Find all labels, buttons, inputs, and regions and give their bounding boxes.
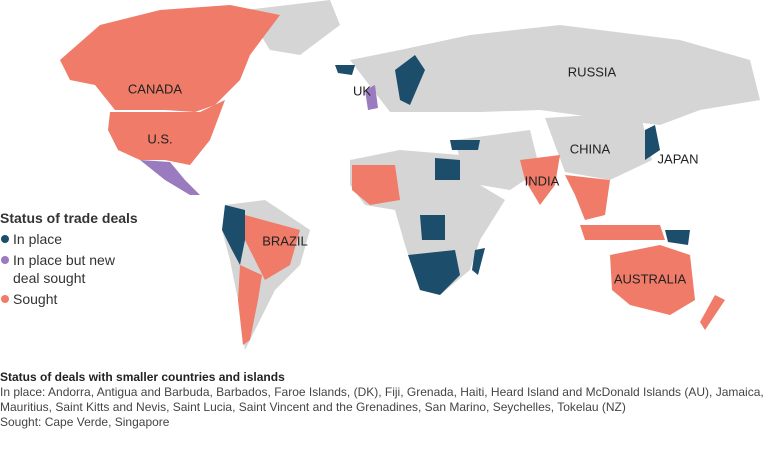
legend-label: In place <box>13 231 63 247</box>
in-place-countries <box>222 55 690 295</box>
legend-swatch <box>1 256 9 264</box>
footnote-line: Sought: Cape Verde, Singapore <box>0 415 170 429</box>
in-place-new-deal-countries <box>140 85 378 195</box>
legend-label: In place but new deal sought <box>13 252 115 286</box>
country-label: RUSSIA <box>568 64 617 79</box>
country-label: U.S. <box>147 131 172 146</box>
country-label: BRAZIL <box>262 233 308 248</box>
footnote-line: In place: Andorra, Antigua and Barbuda, … <box>0 385 764 414</box>
country-label: CHINA <box>570 141 611 156</box>
legend-title: Status of trade deals <box>0 210 138 226</box>
world-map: CANADA U.S. BRAZIL UK RUSSIA CHINA INDIA… <box>60 0 760 350</box>
legend-swatch <box>1 295 9 303</box>
country-label: UK <box>353 83 371 98</box>
legend: Status of trade deals In place In place b… <box>0 210 140 311</box>
legend-item: In place <box>0 230 140 248</box>
country-label: AUSTRALIA <box>614 271 687 286</box>
legend-item: Sought <box>0 290 140 308</box>
country-label: CANADA <box>128 81 183 96</box>
country-label: JAPAN <box>658 151 699 166</box>
legend-item: In place but new deal sought <box>0 251 140 287</box>
footnote: Status of deals with smaller countries a… <box>0 370 770 430</box>
legend-swatch <box>1 235 9 243</box>
legend-label: Sought <box>13 291 58 307</box>
footnote-title: Status of deals with smaller countries a… <box>0 370 285 384</box>
sought-countries <box>60 5 725 345</box>
country-label: INDIA <box>525 173 560 188</box>
